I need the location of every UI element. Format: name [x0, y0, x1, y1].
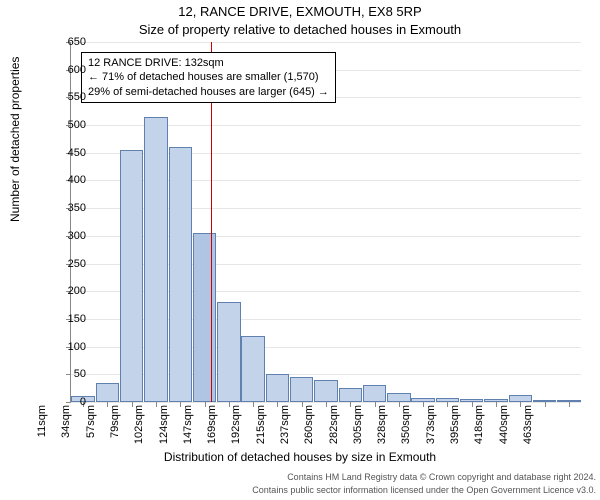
ytick-label: 250: [46, 258, 86, 270]
xtick-label: 237sqm: [279, 405, 291, 455]
histogram-bar: [387, 393, 410, 402]
xtick-mark: [156, 402, 157, 407]
callout-line-1: 12 RANCE DRIVE: 132sqm: [88, 56, 329, 70]
ytick-label: 650: [46, 36, 86, 48]
xtick-label: 350sqm: [400, 405, 412, 455]
xtick-label: 328sqm: [376, 405, 388, 455]
xtick-label: 147sqm: [182, 405, 194, 455]
callout-box: 12 RANCE DRIVE: 132sqm ← 71% of detached…: [81, 52, 336, 103]
histogram-bar: [314, 380, 337, 402]
x-axis-label: Distribution of detached houses by size …: [0, 450, 600, 464]
xtick-label: 124sqm: [158, 405, 170, 455]
histogram-bar: [509, 395, 532, 402]
xtick-label: 102sqm: [133, 405, 145, 455]
xtick-label: 440sqm: [498, 405, 510, 455]
ytick-label: 500: [46, 119, 86, 131]
xtick-label: 395sqm: [449, 405, 461, 455]
histogram-bar: [169, 147, 192, 402]
xtick-mark: [569, 402, 570, 407]
xtick-label: 57sqm: [85, 405, 97, 455]
ytick-label: 400: [46, 174, 86, 186]
chart-container: 12, RANCE DRIVE, EXMOUTH, EX8 5RP Size o…: [0, 0, 600, 500]
xtick-label: 373sqm: [425, 405, 437, 455]
title-line-1: 12, RANCE DRIVE, EXMOUTH, EX8 5RP: [0, 4, 600, 19]
xtick-label: 282sqm: [328, 405, 340, 455]
histogram-bar: [339, 388, 362, 402]
xtick-label: 11sqm: [36, 405, 48, 455]
callout-line-2: ← 71% of detached houses are smaller (1,…: [88, 70, 329, 84]
histogram-bar: [217, 302, 240, 402]
ytick-label: 200: [46, 285, 86, 297]
xtick-label: 192sqm: [230, 405, 242, 455]
ytick-label: 50: [46, 368, 86, 380]
ytick-label: 300: [46, 230, 86, 242]
ytick-label: 550: [46, 91, 86, 103]
y-axis-label: Number of detached properties: [8, 57, 22, 222]
xtick-label: 463sqm: [522, 405, 534, 455]
histogram-bar: [120, 150, 143, 402]
ytick-label: 150: [46, 313, 86, 325]
plot-area: 11sqm34sqm57sqm79sqm102sqm124sqm147sqm16…: [70, 42, 581, 403]
xtick-mark: [326, 402, 327, 407]
histogram-bar: [193, 233, 216, 402]
xtick-label: 305sqm: [352, 405, 364, 455]
xtick-mark: [545, 402, 546, 407]
xtick-label: 418sqm: [473, 405, 485, 455]
footer-line-1: Contains HM Land Registry data © Crown c…: [0, 472, 600, 482]
histogram-bar: [363, 385, 386, 402]
ytick-label: 100: [46, 341, 86, 353]
title-line-2: Size of property relative to detached ho…: [0, 22, 600, 37]
footer-line-2: Contains public sector information licen…: [0, 485, 600, 495]
histogram-bar: [144, 117, 167, 402]
xtick-label: 260sqm: [303, 405, 315, 455]
xtick-mark: [423, 402, 424, 407]
xtick-mark: [496, 402, 497, 407]
ytick-label: 0: [46, 396, 86, 408]
ytick-label: 450: [46, 147, 86, 159]
xtick-mark: [253, 402, 254, 407]
xtick-label: 215sqm: [255, 405, 267, 455]
xtick-label: 79sqm: [109, 405, 121, 455]
callout-line-3: 29% of semi-detached houses are larger (…: [88, 85, 329, 99]
histogram-bar: [290, 377, 313, 402]
ytick-label: 350: [46, 202, 86, 214]
histogram-bar: [96, 383, 119, 402]
gridline: [71, 42, 581, 43]
histogram-bar: [241, 336, 264, 402]
xtick-label: 169sqm: [206, 405, 218, 455]
histogram-bar: [266, 374, 289, 402]
ytick-label: 600: [46, 64, 86, 76]
xtick-label: 34sqm: [60, 405, 72, 455]
